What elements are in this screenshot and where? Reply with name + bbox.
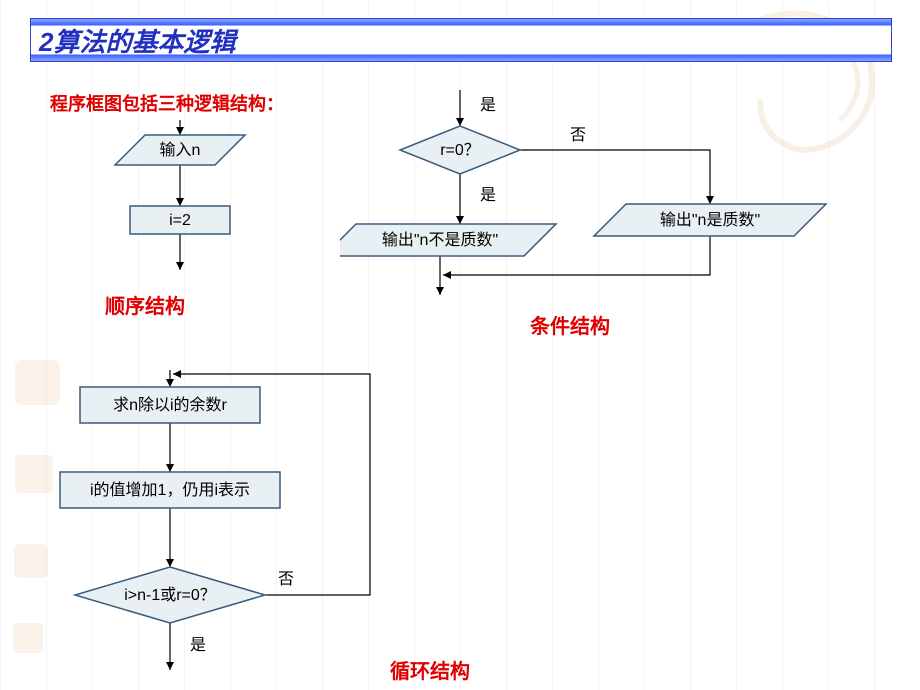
- svg-text:输入n: 输入n: [160, 141, 201, 159]
- condition-flowchart: 是是否r=0？输出"n不是质数"输出"n是质数": [340, 90, 900, 310]
- title-bar: 2算法的基本逻辑: [30, 18, 892, 62]
- svg-text:是: 是: [190, 637, 206, 654]
- svg-text:否: 否: [570, 127, 586, 144]
- svg-text:求n除以i的余数r: 求n除以i的余数r: [113, 395, 227, 414]
- svg-text:是: 是: [480, 97, 496, 114]
- subtitle: 程序框图包括三种逻辑结构：: [50, 90, 284, 116]
- svg-text:否: 否: [278, 571, 294, 588]
- caption-sequence: 顺序结构: [105, 290, 185, 319]
- svg-text:i>n-1或r=0？: i>n-1或r=0？: [124, 586, 216, 604]
- svg-text:i的值增加1，仍用i表示: i的值增加1，仍用i表示: [90, 481, 250, 499]
- svg-text:输出"n是质数": 输出"n是质数": [660, 211, 760, 229]
- svg-text:输出"n不是质数": 输出"n不是质数": [382, 231, 498, 249]
- sequence-flowchart: 输入n i=2: [80, 120, 280, 290]
- svg-text:r=0？: r=0？: [440, 142, 480, 159]
- svg-text:是: 是: [480, 187, 496, 204]
- title-text: 2算法的基本逻辑: [39, 22, 235, 59]
- loop-flowchart: 否是 求n除以i的余数r i的值增加1，仍用i表示 i>n-1或r=0？: [40, 370, 440, 680]
- caption-condition: 条件结构: [530, 310, 610, 339]
- svg-text:i=2: i=2: [169, 212, 191, 229]
